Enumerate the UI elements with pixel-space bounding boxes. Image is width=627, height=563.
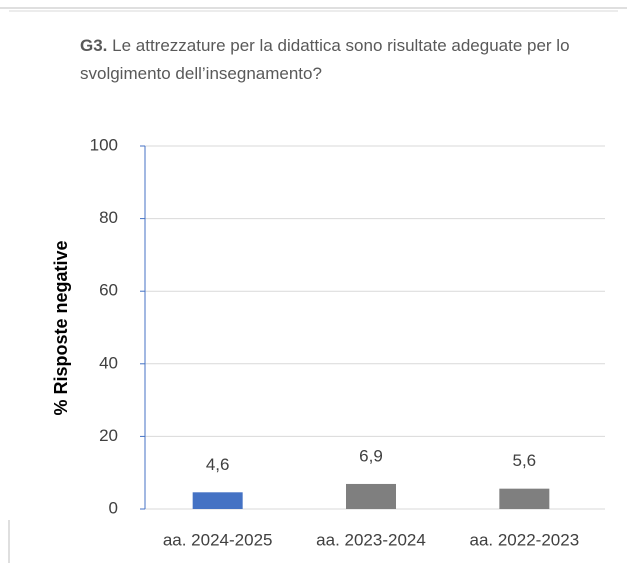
y-tick-label: 0 (109, 498, 118, 517)
y-tick-label: 80 (99, 208, 118, 227)
y-tick-label: 40 (99, 353, 118, 372)
title-bold: G3. (80, 36, 108, 55)
data-label: 4,6 (206, 455, 230, 474)
data-label: 6,9 (359, 446, 383, 465)
bar (346, 483, 396, 509)
chart-title: G3. Le attrezzature per la didattica son… (80, 32, 610, 88)
x-tick-label: aa. 2024-2025 (163, 530, 273, 549)
title-text: Le attrezzature per la didattica sono ri… (80, 36, 570, 83)
y-tick-label: 20 (99, 426, 118, 445)
bar (192, 492, 243, 509)
x-tick-label: aa. 2023-2024 (316, 530, 426, 549)
y-tick-label: 100 (90, 135, 118, 154)
y-tick-label: 60 (99, 281, 118, 300)
data-label: 5,6 (513, 451, 537, 470)
x-tick-label: aa. 2022-2023 (470, 530, 580, 549)
y-axis-label: % Risposte negative (51, 240, 71, 415)
bar (499, 488, 550, 509)
